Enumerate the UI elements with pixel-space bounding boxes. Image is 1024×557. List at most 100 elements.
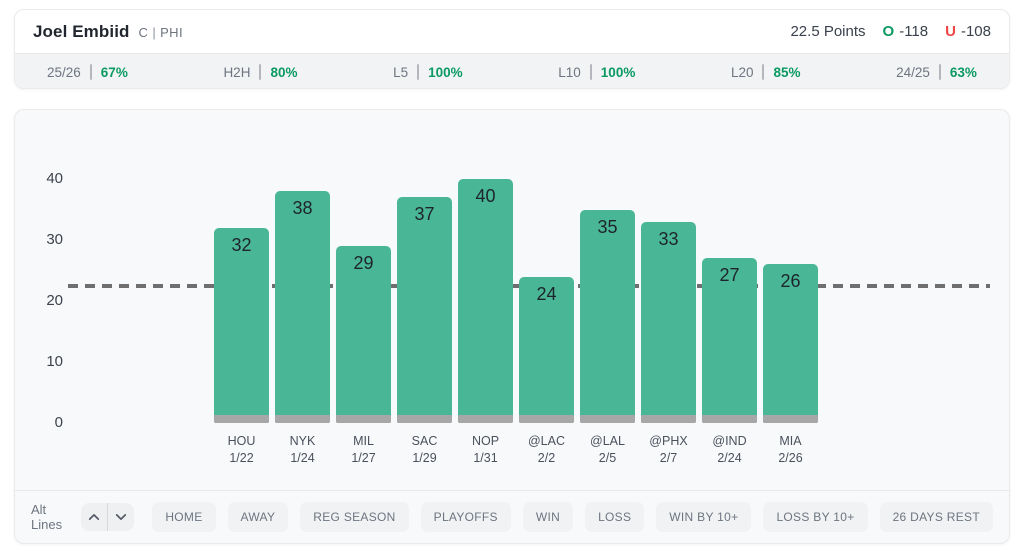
filter-chips: HOME AWAY REG SEASON PLAYOFFS WIN LOSS WIN BY …	[152, 502, 993, 532]
stat-item-l10: L10 100%	[558, 64, 635, 80]
stepper-divider	[107, 503, 109, 531]
bar-mia[interactable]: 26	[763, 264, 818, 423]
bar--ind[interactable]: 27	[702, 258, 757, 423]
alt-line-down-button[interactable]	[108, 503, 134, 531]
y-axis-tick: 30	[46, 231, 63, 248]
x-axis-label: SAC 1/29	[397, 433, 452, 466]
bar-base-segment	[275, 414, 330, 423]
bar-mil[interactable]: 29	[336, 246, 391, 423]
y-axis-tick: 20	[46, 292, 63, 309]
game-date-label: 2/24	[717, 450, 742, 465]
filter-chip-reg-season[interactable]: REG SEASON	[300, 502, 409, 532]
filter-chip-playoffs[interactable]: PLAYOFFS	[420, 502, 511, 532]
game-date-label: 2/5	[598, 450, 617, 465]
over-odds-button[interactable]: O -118	[883, 23, 929, 40]
game-date-label: 2/26	[778, 450, 803, 465]
game-date-label: 2/2	[537, 450, 556, 465]
bar-nop[interactable]: 40	[458, 179, 513, 423]
filter-chip-win-by-10-[interactable]: WIN BY 10+	[656, 502, 752, 532]
x-axis-label: NYK 1/24	[275, 433, 330, 466]
bar--lal[interactable]: 35	[580, 209, 635, 423]
stat-label: L5	[393, 64, 409, 80]
stat-label: L10	[558, 64, 581, 80]
opponent-label: MIL	[353, 434, 374, 448]
bar-value-label: 33	[658, 228, 679, 249]
bar-base-segment	[641, 414, 696, 423]
x-axis-label: @LAC 2/2	[519, 433, 574, 466]
bar-base-segment	[519, 414, 574, 423]
game-date-label: 1/27	[351, 450, 376, 465]
bar-base-segment	[702, 414, 757, 423]
stat-label: 25/26	[47, 64, 81, 80]
stat-label: L20	[730, 64, 754, 80]
x-axis-label: @IND 2/24	[702, 433, 757, 466]
prop-line-label: 22.5 Points	[790, 23, 866, 40]
opponent-label: @IND	[712, 434, 747, 448]
player-name: Joel Embiid	[33, 21, 130, 41]
stat-item-25-26: 25/26 67%	[47, 64, 128, 80]
stat-label: H2H	[223, 64, 251, 80]
x-axis-label: @LAL 2/5	[580, 433, 635, 466]
opponent-label: @LAL	[590, 434, 625, 448]
y-axis-tick: 10	[46, 353, 63, 370]
stat-divider	[762, 64, 765, 80]
stat-divider	[938, 64, 941, 80]
filter-chip-loss[interactable]: LOSS	[585, 502, 645, 532]
alt-lines-label: Alt Lines	[31, 502, 63, 532]
x-axis-label: HOU 1/22	[214, 433, 269, 466]
player-identity: Joel Embiid C | PHI	[33, 22, 183, 42]
bar-base-segment	[397, 414, 452, 423]
bar-value-label: 24	[536, 283, 557, 304]
position-team-separator: |	[152, 24, 157, 40]
plot-area: 0 10 20 30 40 32 HOU 1/22 38 NYK 1/24 29 MIL 1/27 37 SA…	[15, 110, 1009, 491]
x-axis-label: MIA 2/26	[763, 433, 818, 466]
game-date-label: 1/24	[290, 450, 315, 465]
filter-chip-away[interactable]: AWAY	[227, 502, 289, 532]
alt-line-up-button[interactable]	[81, 503, 107, 531]
player-position: C	[138, 24, 149, 40]
stat-item-l20: L20 85%	[731, 64, 801, 80]
bar-nyk[interactable]: 38	[275, 191, 330, 423]
under-odds-value: -108	[960, 23, 991, 40]
stat-value: 100%	[600, 64, 636, 80]
player-header: Joel Embiid C | PHI 22.5 Points O -118 U -…	[15, 10, 1009, 53]
opponent-label: SAC	[411, 434, 438, 448]
bar--lac[interactable]: 24	[519, 276, 574, 423]
stat-value: 80%	[270, 64, 298, 80]
game-date-label: 1/22	[229, 450, 254, 465]
bar-value-label: 29	[353, 253, 374, 274]
bar-value-label: 37	[414, 204, 435, 225]
game-date-label: 1/29	[412, 450, 437, 465]
stat-value: 63%	[949, 64, 977, 80]
bar-hou[interactable]: 32	[214, 227, 269, 423]
under-odds-button[interactable]: U -108	[945, 23, 991, 40]
stat-value: 100%	[428, 64, 463, 80]
bar-value-label: 38	[292, 198, 313, 219]
filter-chip-win[interactable]: WIN	[522, 502, 574, 532]
bar-base-segment	[214, 414, 269, 423]
filter-chip-26-days-rest[interactable]: 26 DAYS REST	[879, 502, 993, 532]
x-axis-label: MIL 1/27	[336, 433, 391, 466]
chevron-down-icon	[116, 513, 127, 520]
opponent-label: NYK	[289, 434, 316, 448]
points-chart-card: 0 10 20 30 40 32 HOU 1/22 38 NYK 1/24 29 MIL 1/27 37 SA…	[14, 109, 1010, 544]
filter-chip-home[interactable]: HOME	[152, 502, 216, 532]
player-prop-card: Joel Embiid C | PHI 22.5 Points O -118 U -…	[14, 9, 1010, 89]
bar-base-segment	[336, 414, 391, 423]
stat-divider	[89, 64, 92, 80]
stat-value: 67%	[100, 64, 128, 80]
stat-divider	[417, 64, 420, 80]
bar-value-label: 26	[780, 271, 801, 292]
under-icon: U	[945, 23, 956, 40]
x-axis-label: NOP 1/31	[458, 433, 513, 466]
player-position-team: C | PHI	[139, 25, 183, 40]
bar-value-label: 32	[231, 234, 252, 255]
prop-line-odds: 22.5 Points O -118 U -108	[790, 23, 991, 40]
bar-sac[interactable]: 37	[397, 197, 452, 423]
filter-chip-loss-by-10-[interactable]: LOSS BY 10+	[763, 502, 868, 532]
y-axis-tick: 0	[54, 414, 63, 431]
opponent-label: NOP	[471, 434, 500, 448]
bar--phx[interactable]: 33	[641, 221, 696, 423]
bar-base-segment	[763, 414, 818, 423]
over-icon: O	[882, 23, 895, 40]
